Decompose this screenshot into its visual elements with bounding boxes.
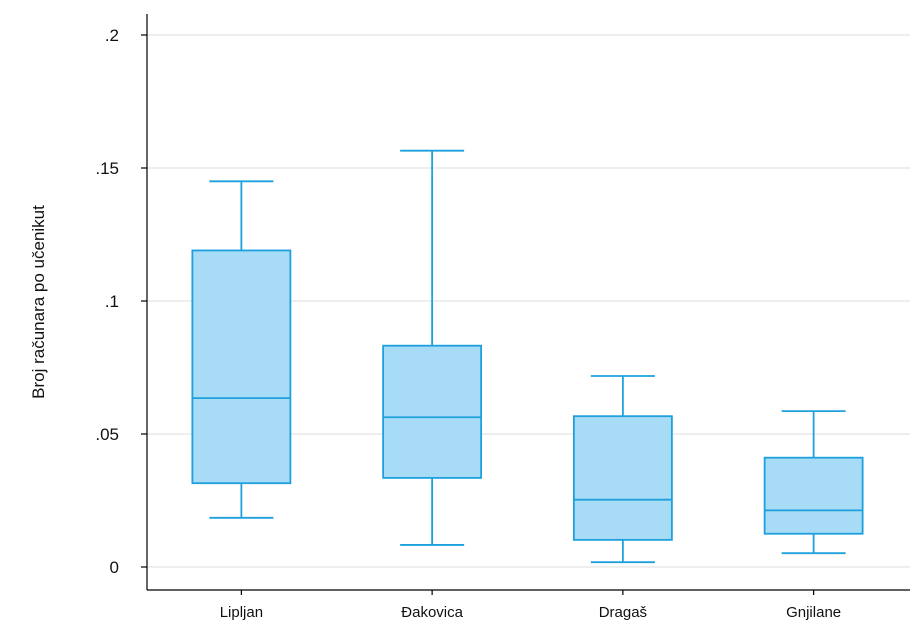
iqr-box bbox=[382, 344, 483, 479]
box-1 bbox=[382, 149, 483, 546]
x-tick-label: Gnjilane bbox=[786, 604, 841, 621]
box-0 bbox=[191, 180, 292, 519]
iqr-box bbox=[191, 249, 292, 485]
y-tick-label: .15 bbox=[95, 159, 119, 178]
x-tick-label: Đakovica bbox=[401, 604, 463, 621]
x-tick-label: Dragaš bbox=[599, 604, 647, 621]
box-3 bbox=[763, 410, 864, 555]
y-tick-label: .1 bbox=[105, 292, 119, 311]
boxes bbox=[191, 149, 864, 564]
x-axis: Lipljan Đakovica Dragaš Gnjilane bbox=[147, 589, 910, 621]
x-tick-label: Lipljan bbox=[220, 604, 263, 621]
y-axis: 0 .05 .1 .15 .2 bbox=[95, 14, 148, 590]
iqr-box bbox=[763, 456, 864, 535]
y-tick-label: .05 bbox=[95, 425, 119, 444]
iqr-box bbox=[572, 415, 673, 541]
y-tick-label: 0 bbox=[110, 558, 119, 577]
box-2 bbox=[572, 375, 673, 564]
y-tick-label: .2 bbox=[105, 26, 119, 45]
y-axis-label: Broj računara po učenikut bbox=[29, 205, 48, 399]
